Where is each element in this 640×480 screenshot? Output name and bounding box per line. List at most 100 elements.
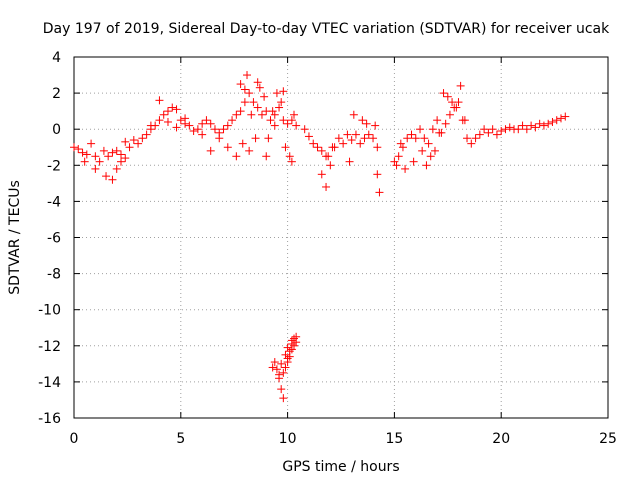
data-point xyxy=(121,154,130,163)
data-point xyxy=(283,343,292,352)
data-point xyxy=(561,112,570,121)
data-point xyxy=(168,103,177,112)
data-point xyxy=(347,136,356,145)
data-point xyxy=(488,125,497,134)
data-point xyxy=(349,110,358,119)
data-point xyxy=(91,152,100,161)
data-point xyxy=(544,119,553,128)
data-point xyxy=(185,121,194,130)
data-point xyxy=(292,121,301,130)
data-point xyxy=(407,130,416,139)
data-point xyxy=(285,152,294,161)
data-point xyxy=(279,87,288,96)
data-point xyxy=(445,110,454,119)
data-point xyxy=(277,359,286,368)
data-point xyxy=(104,152,113,161)
data-point xyxy=(283,119,292,128)
data-point xyxy=(292,332,301,341)
data-point xyxy=(401,164,410,173)
data-point xyxy=(215,134,224,143)
data-point xyxy=(181,114,190,123)
data-point xyxy=(245,89,254,98)
data-point xyxy=(375,188,384,197)
data-point xyxy=(251,134,260,143)
data-point xyxy=(249,98,258,107)
data-point xyxy=(403,134,412,143)
data-point xyxy=(505,123,514,132)
axis-ticks xyxy=(73,56,609,419)
data-point xyxy=(243,71,252,80)
data-point xyxy=(557,114,566,123)
data-point xyxy=(70,143,78,152)
data-point xyxy=(475,130,484,139)
data-point xyxy=(467,139,476,148)
data-point xyxy=(245,146,254,155)
data-point xyxy=(264,134,273,143)
data-point xyxy=(116,157,125,166)
data-point xyxy=(309,139,318,148)
data-point xyxy=(480,125,489,134)
data-point xyxy=(514,125,523,134)
data-point xyxy=(326,161,335,170)
data-point xyxy=(112,146,121,155)
y-tick-label: -2 xyxy=(47,158,61,174)
data-point xyxy=(373,143,382,152)
data-point xyxy=(198,130,207,139)
data-point xyxy=(452,103,461,112)
data-point xyxy=(356,139,365,148)
data-point xyxy=(266,116,275,125)
data-point xyxy=(317,170,326,179)
data-point xyxy=(343,130,352,139)
data-point xyxy=(270,110,279,119)
data-point xyxy=(522,125,531,134)
data-point xyxy=(112,164,121,173)
data-point xyxy=(155,116,164,125)
data-point xyxy=(334,134,343,143)
data-point xyxy=(394,152,403,161)
data-point xyxy=(80,157,89,166)
y-axis-label: SDTVAR / TECUs xyxy=(7,180,23,295)
data-point xyxy=(527,121,536,130)
data-point xyxy=(125,143,134,152)
data-point xyxy=(210,125,219,134)
data-point xyxy=(448,98,457,107)
data-point xyxy=(435,128,444,137)
data-point xyxy=(471,134,480,143)
data-point xyxy=(236,107,245,116)
data-point xyxy=(456,81,465,90)
data-point xyxy=(172,105,181,114)
data-point xyxy=(409,157,418,166)
grid-lines xyxy=(74,57,608,418)
data-point xyxy=(396,139,405,148)
data-point xyxy=(275,370,284,379)
data-point xyxy=(426,152,435,161)
y-tick-label: -8 xyxy=(47,267,61,283)
x-axis-label: GPS time / hours xyxy=(282,459,399,475)
data-point xyxy=(268,107,277,116)
data-point xyxy=(358,116,367,125)
data-point xyxy=(253,103,262,112)
data-point xyxy=(193,125,202,134)
data-point xyxy=(418,146,427,155)
data-point xyxy=(322,182,331,191)
data-point xyxy=(253,78,262,87)
data-point xyxy=(290,334,299,343)
data-point xyxy=(155,96,164,105)
data-point xyxy=(108,148,117,157)
data-point xyxy=(535,119,544,128)
data-point xyxy=(484,128,493,137)
data-point xyxy=(272,89,281,98)
data-point xyxy=(257,110,266,119)
data-point xyxy=(176,116,185,125)
data-point xyxy=(202,116,211,125)
data-point xyxy=(441,119,450,128)
data-point xyxy=(287,116,296,125)
data-point xyxy=(78,148,87,157)
x-tick-label: 25 xyxy=(599,431,617,447)
data-point xyxy=(279,368,288,377)
data-point xyxy=(392,161,401,170)
data-point xyxy=(430,146,439,155)
data-point xyxy=(287,345,296,354)
data-point xyxy=(411,134,420,143)
data-point xyxy=(443,92,452,101)
